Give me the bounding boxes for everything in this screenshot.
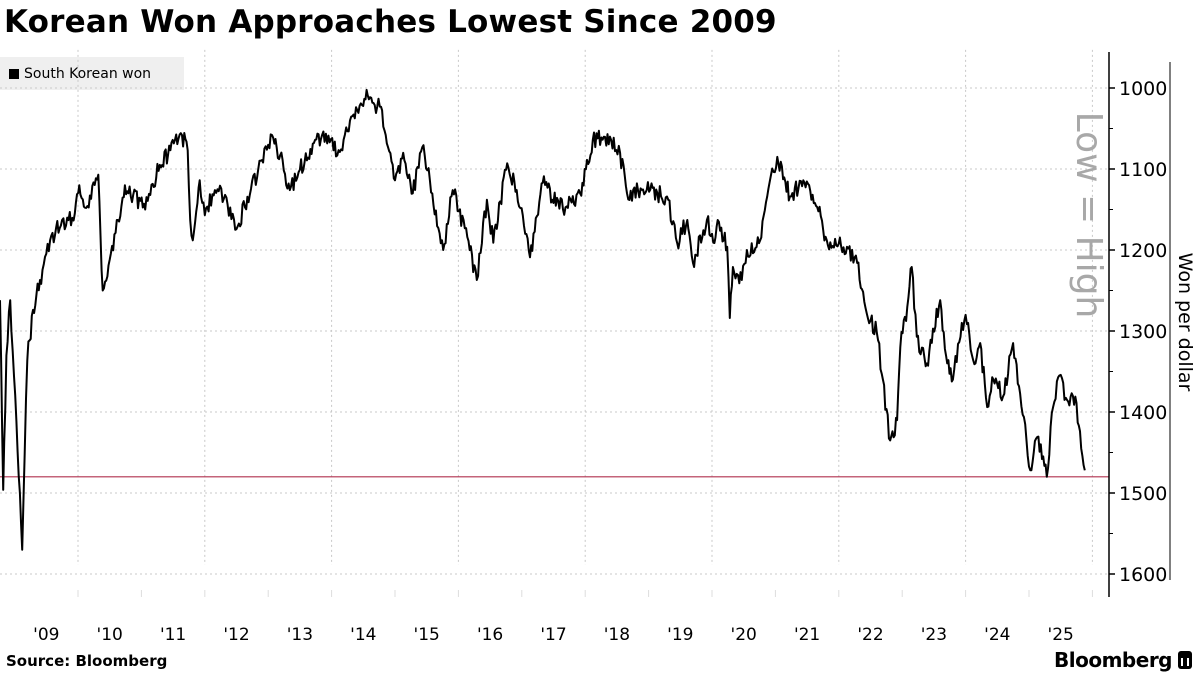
x-tick-label: '25 <box>1048 625 1074 645</box>
legend-label: South Korean won <box>24 65 152 82</box>
x-tick-label: '16 <box>477 625 503 645</box>
x-tick-label: '11 <box>160 625 186 645</box>
x-tick-label: '24 <box>984 625 1010 645</box>
x-tick-label: '13 <box>287 625 313 645</box>
x-tick-label: '10 <box>97 625 123 645</box>
bloomberg-logo: Bloomberg <box>1054 648 1192 672</box>
legend-swatch-icon <box>9 68 19 79</box>
y-tick-label: 1500 <box>1119 483 1167 505</box>
x-tick-label: '18 <box>604 625 630 645</box>
y-tick-label: 1600 <box>1119 564 1167 586</box>
series-group <box>0 88 1086 551</box>
x-tick-label: '23 <box>921 625 947 645</box>
brand-name: Bloomberg <box>1054 648 1172 672</box>
y-tick-label: 1400 <box>1119 402 1167 424</box>
low-equals-high-annotation: Low = High <box>1068 111 1109 319</box>
x-tick-label: '14 <box>350 625 376 645</box>
x-tick-label: '19 <box>667 625 693 645</box>
x-tick-label: '22 <box>857 625 883 645</box>
chart-title: Korean Won Approaches Lowest Since 2009 <box>4 4 777 40</box>
source-note: Source: Bloomberg <box>6 652 168 670</box>
y-tick-label: 1100 <box>1119 159 1167 181</box>
x-tick-label: '21 <box>794 625 820 645</box>
y-tick-label: 1200 <box>1119 240 1167 262</box>
y-tick-label: 1300 <box>1119 321 1167 343</box>
gridlines <box>0 49 1109 575</box>
y-tick-label: 1000 <box>1119 78 1167 100</box>
x-tick-label: '09 <box>33 625 59 645</box>
series-line-south-korean-won <box>0 88 1086 551</box>
x-tick-label: '12 <box>223 625 249 645</box>
x-tick-label: '17 <box>540 625 566 645</box>
x-axis: '09 '10 '11 '12 '13 '14 '15 '16 '17 '18 '19 '20 '21 '… <box>33 590 1093 645</box>
x-tick-label: '20 <box>731 625 757 645</box>
bloomberg-logo-icon <box>1178 651 1192 669</box>
y-axis: 1000 1100 1200 1300 1400 1500 1600 <box>1108 52 1171 597</box>
y-axis-label: Won per dollar <box>1174 252 1196 392</box>
legend: South Korean won <box>0 57 184 90</box>
x-tick-label: '15 <box>414 625 440 645</box>
